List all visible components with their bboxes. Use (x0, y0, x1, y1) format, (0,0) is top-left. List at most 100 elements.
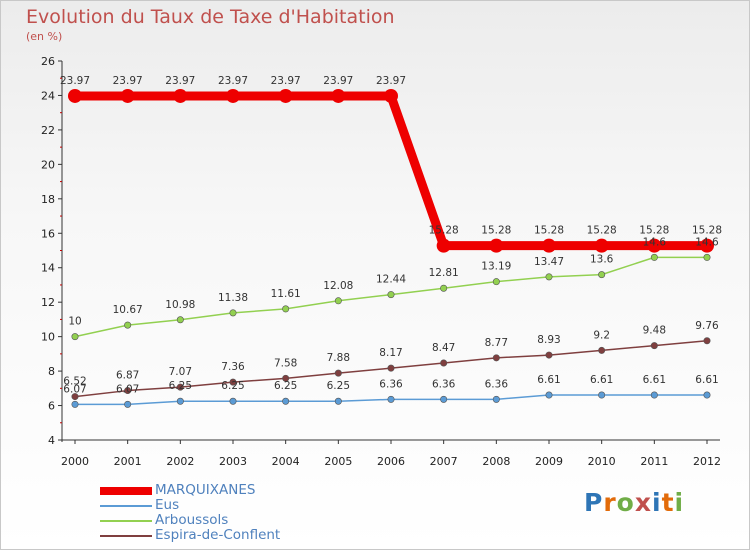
x-tick-label: 2000 (61, 455, 89, 468)
data-point (598, 391, 606, 399)
logo-letter: r (603, 488, 617, 517)
data-label: 6.25 (221, 380, 244, 392)
data-label: 23.97 (271, 75, 301, 87)
logo-letter: i (652, 488, 662, 517)
data-point (120, 88, 135, 103)
data-label: 23.97 (165, 75, 195, 87)
data-point (229, 309, 237, 317)
data-label: 10 (68, 316, 81, 328)
data-label: 6.61 (695, 374, 718, 386)
chart-subtitle: (en %) (26, 30, 63, 43)
x-tick-label: 2003 (219, 455, 247, 468)
data-point (173, 88, 188, 103)
data-label: 15.28 (587, 225, 617, 237)
data-point (124, 400, 132, 408)
x-tick-label: 2001 (114, 455, 142, 468)
data-point (650, 253, 658, 261)
x-tick-label: 2002 (166, 455, 194, 468)
data-point (492, 354, 500, 362)
y-tick-label: 26 (41, 55, 55, 68)
data-label: 23.97 (60, 75, 90, 87)
data-label: 14.6 (695, 236, 719, 248)
data-point (282, 305, 290, 313)
data-label: 6.36 (379, 378, 403, 390)
data-label: 12.44 (376, 274, 406, 286)
data-label: 9.48 (643, 325, 666, 337)
y-tick-label: 12 (41, 296, 55, 309)
data-label: 15.28 (639, 225, 669, 237)
logo-letter: P (584, 488, 604, 517)
legend-item-marquixanes: MARQUIXANES (100, 483, 360, 498)
data-point (229, 378, 237, 386)
data-label: 6.36 (485, 378, 509, 390)
y-tick-label: 14 (41, 262, 55, 275)
data-point (331, 88, 346, 103)
data-point (71, 393, 79, 401)
data-point (384, 88, 398, 103)
data-point (598, 346, 606, 354)
proxiti-logo: Proxiti (584, 488, 684, 517)
data-point (492, 278, 500, 286)
data-point (598, 271, 606, 279)
data-point (71, 400, 79, 408)
data-point (334, 397, 342, 405)
data-label: 7.58 (274, 357, 297, 369)
data-label: 15.28 (481, 225, 511, 237)
data-label: 10.98 (165, 299, 195, 311)
logo-letter: o (616, 488, 635, 517)
legend: MARQUIXANES Eus Arboussols Espira-de-Con… (100, 483, 360, 543)
y-tick-label: 8 (48, 365, 55, 378)
x-tick-label: 2010 (588, 455, 616, 468)
legend-swatch (100, 487, 152, 495)
data-point (334, 297, 342, 305)
data-label: 13.6 (590, 254, 614, 266)
data-point (282, 397, 290, 405)
data-point (334, 369, 342, 377)
x-tick-label: 2004 (272, 455, 300, 468)
data-point (440, 395, 448, 403)
data-label: 6.61 (590, 374, 613, 386)
y-tick-label: 22 (41, 124, 55, 137)
data-label: 14.6 (643, 236, 667, 248)
legend-label: Espira-de-Conflent (155, 527, 281, 543)
legend-item-espira: Espira-de-Conflent (100, 528, 360, 543)
data-point (489, 238, 504, 253)
x-tick-label: 2005 (324, 455, 352, 468)
data-label: 8.47 (432, 342, 455, 354)
data-label: 23.97 (218, 75, 248, 87)
y-tick-label: 4 (48, 434, 55, 447)
legend-item-eus: Eus (100, 498, 360, 513)
data-label: 6.52 (63, 376, 86, 388)
data-point (703, 337, 711, 345)
data-label: 23.97 (323, 75, 353, 87)
data-point (226, 88, 240, 103)
data-point (278, 88, 293, 103)
data-label: 13.47 (534, 256, 564, 268)
data-point (703, 253, 711, 261)
data-point (650, 342, 658, 350)
data-label: 7.07 (169, 366, 192, 378)
data-point (440, 359, 448, 367)
data-point (387, 291, 395, 299)
data-point (436, 238, 451, 253)
data-point (387, 364, 395, 372)
x-tick-label: 2008 (482, 455, 510, 468)
data-point (440, 284, 448, 292)
data-label: 6.36 (432, 378, 456, 390)
legend-swatch (100, 505, 152, 507)
x-tick-label: 2011 (640, 455, 668, 468)
y-tick-label: 18 (41, 193, 55, 206)
x-tick-label: 2012 (693, 455, 721, 468)
legend-swatch (100, 520, 152, 522)
data-label: 11.38 (218, 292, 248, 304)
data-label: 9.2 (593, 329, 610, 341)
data-label: 6.25 (274, 380, 297, 392)
data-point (545, 273, 553, 281)
data-label: 6.87 (116, 370, 139, 382)
data-label: 6.25 (169, 380, 192, 392)
data-label: 8.17 (379, 347, 402, 359)
data-label: 12.81 (429, 267, 459, 279)
chart-title: Evolution du Taux de Taxe d'Habitation (26, 6, 395, 28)
data-point (176, 397, 184, 405)
